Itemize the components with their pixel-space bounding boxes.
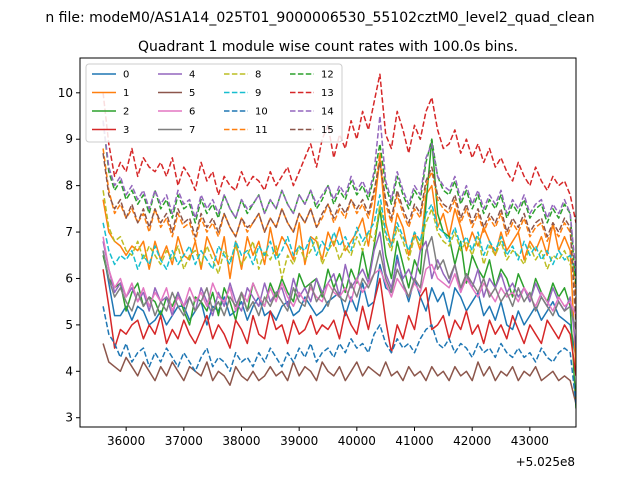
legend-frame bbox=[85, 63, 343, 143]
legend-label-4: 4 bbox=[189, 70, 195, 81]
legend-label-7: 7 bbox=[189, 125, 195, 136]
y-tick-label: 9 bbox=[65, 132, 73, 146]
legend-label-6: 6 bbox=[189, 107, 195, 118]
series-line-15 bbox=[102, 153, 576, 325]
y-axis: 3 4 5 6 7 8 9 10 bbox=[58, 86, 80, 425]
series-line-8 bbox=[102, 190, 576, 280]
figure-suptitle: n file: modeM0/AS1A14_025T01_9000006530_… bbox=[45, 10, 594, 26]
y-tick-label: 3 bbox=[65, 411, 73, 425]
plot-area: 36000 37000 38000 39000 40000 41000 42000 43000… bbox=[58, 57, 577, 469]
series-line-9 bbox=[102, 194, 576, 275]
x-tick-label: 40000 bbox=[338, 434, 376, 448]
x-tick-label: 43000 bbox=[511, 434, 549, 448]
axes-frame bbox=[79, 57, 577, 428]
legend-label-0: 0 bbox=[123, 70, 129, 81]
chart-title: Quadrant 1 module wise count rates with … bbox=[138, 39, 518, 55]
legend-label-9: 9 bbox=[255, 88, 261, 99]
legend-label-3: 3 bbox=[123, 125, 129, 136]
series-line-3 bbox=[102, 269, 576, 377]
x-tick-label: 39000 bbox=[280, 434, 318, 448]
series-line-12 bbox=[102, 120, 576, 288]
legend-label-8: 8 bbox=[255, 70, 261, 81]
legend-label-11: 11 bbox=[255, 125, 268, 136]
x-tick-label: 42000 bbox=[453, 434, 491, 448]
legend-label-5: 5 bbox=[189, 88, 195, 99]
series-line-14 bbox=[102, 115, 576, 274]
y-tick-label: 7 bbox=[65, 225, 73, 239]
legend-label-2: 2 bbox=[123, 107, 129, 118]
y-tick-label: 8 bbox=[65, 179, 73, 193]
x-tick-label: 38000 bbox=[222, 434, 260, 448]
legend-label-1: 1 bbox=[123, 88, 129, 99]
series-line-7 bbox=[102, 235, 576, 330]
y-tick-label: 10 bbox=[58, 86, 73, 100]
x-tick-label: 41000 bbox=[395, 434, 433, 448]
x-axis: 36000 37000 38000 39000 40000 41000 42000 43000 bbox=[107, 427, 549, 448]
x-tick-label: 36000 bbox=[107, 434, 145, 448]
legend-label-12: 12 bbox=[321, 70, 334, 81]
series-line-13 bbox=[102, 73, 576, 223]
y-tick-label: 4 bbox=[65, 364, 73, 378]
legend-label-14: 14 bbox=[321, 107, 334, 118]
y-tick-label: 6 bbox=[65, 271, 73, 285]
x-axis-offset-label: +5.025e8 bbox=[516, 455, 575, 469]
series-lines bbox=[102, 73, 576, 409]
legend-label-10: 10 bbox=[255, 107, 268, 118]
legend-label-15: 15 bbox=[321, 125, 334, 136]
series-line-1 bbox=[102, 157, 576, 372]
y-tick-label: 5 bbox=[65, 318, 73, 332]
x-tick-label: 37000 bbox=[165, 434, 203, 448]
series-line-5 bbox=[102, 343, 576, 404]
series-line-11 bbox=[102, 148, 576, 302]
legend-label-13: 13 bbox=[321, 88, 334, 99]
series-line-10 bbox=[102, 306, 576, 404]
